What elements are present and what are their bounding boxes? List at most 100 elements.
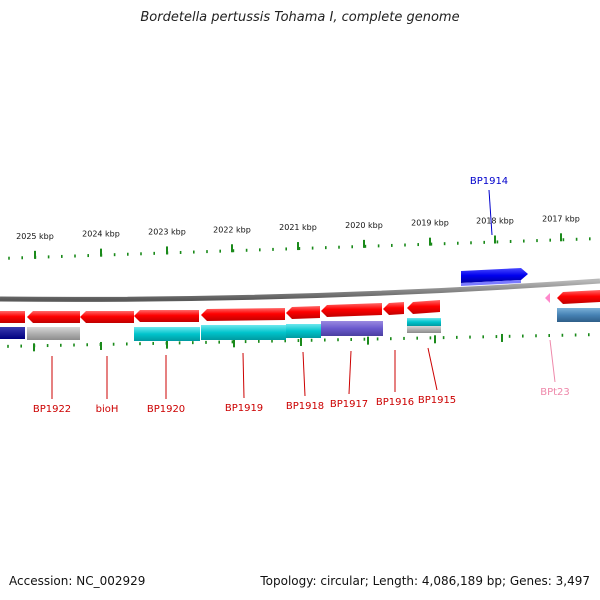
gene-label-bp1917[interactable]: BP1917 [330, 399, 368, 410]
cds-bp1920-cyan[interactable] [134, 327, 200, 341]
lower-minor-tick [376, 337, 379, 341]
scale-major-tick [100, 248, 102, 257]
trna-marker-bpt23[interactable] [545, 293, 550, 303]
scale-minor-tick [575, 237, 578, 241]
lower-minor-tick [112, 342, 115, 346]
accession-text: Accession: NC_002929 [9, 574, 146, 588]
lower-minor-tick [7, 344, 9, 348]
gene-label-bioh[interactable]: bioH [96, 404, 119, 415]
scale-label: 2019 kbp [411, 219, 449, 228]
lower-minor-tick [73, 343, 75, 347]
scale-major-tick [297, 242, 299, 251]
cds-bp1919-cyan[interactable] [201, 325, 286, 340]
scale-major-tick [363, 239, 365, 248]
scale-minor-tick [127, 252, 129, 256]
scale-minor-tick [338, 245, 340, 249]
scale-major-tick [231, 244, 233, 253]
scale-minor-tick [351, 245, 353, 249]
gene-arrow-bp1919[interactable] [201, 308, 285, 321]
scale-label: 2021 kbp [279, 223, 317, 232]
scale-minor-tick [536, 239, 538, 243]
label-leader-line [427, 347, 438, 391]
lower-minor-tick [152, 341, 154, 345]
scale-label: 2017 kbp [542, 214, 580, 223]
lower-minor-tick [456, 335, 458, 339]
cds-bp1917-purple[interactable] [321, 321, 383, 336]
gene-label-bp1919[interactable]: BP1919 [225, 403, 263, 414]
gene-label-bp1922[interactable]: BP1922 [33, 404, 71, 415]
lower-minor-tick [561, 333, 564, 337]
scale-major-tick [34, 250, 36, 259]
lower-minor-tick [192, 341, 194, 345]
scale-minor-tick [311, 246, 314, 250]
cds-bp1922-navy[interactable] [0, 327, 25, 339]
gene-arrow-bp1920[interactable] [134, 310, 199, 322]
lower-minor-tick [390, 337, 392, 341]
scale-minor-tick [298, 247, 301, 251]
gene-arrow-biohb[interactable] [80, 311, 134, 323]
gene-label-bpt23[interactable]: BPt23 [540, 387, 570, 398]
gene-label-bp1915[interactable]: BP1915 [418, 395, 456, 406]
lower-minor-tick [46, 344, 49, 348]
gene-arrow-bp1922b[interactable] [27, 311, 80, 323]
cds-bp1918-cyan[interactable] [286, 324, 321, 338]
lower-minor-tick [86, 343, 88, 347]
scale-label: 2020 kbp [345, 221, 383, 230]
cds-bp1922-gray[interactable] [27, 327, 80, 340]
scale-minor-tick [417, 243, 419, 247]
lower-minor-tick [574, 333, 577, 337]
scale-label: 2022 kbp [213, 225, 251, 234]
label-leader-line [549, 339, 556, 383]
lower-minor-tick [363, 337, 366, 341]
lower-minor-tick [178, 341, 181, 345]
gene-arrow-right-edge[interactable] [557, 290, 600, 304]
scale-label: 2024 kbp [82, 230, 120, 239]
scale-minor-tick [219, 249, 221, 253]
lower-minor-tick [350, 337, 352, 341]
lower-major-tick [233, 339, 235, 348]
lower-major-tick [33, 343, 35, 352]
gene-label-bp1916[interactable]: BP1916 [376, 397, 414, 408]
label-leader-line [242, 352, 245, 399]
lower-minor-tick [310, 338, 313, 342]
gene-arrow-bp1916[interactable] [383, 302, 404, 315]
lower-minor-tick [231, 340, 234, 344]
cds-bp1915-cyan[interactable] [407, 318, 441, 326]
lower-minor-tick [522, 334, 524, 338]
gene-label-bp1918[interactable]: BP1918 [286, 401, 324, 412]
gene-label-bp1920[interactable]: BP1920 [147, 404, 185, 415]
lower-minor-tick [495, 335, 498, 339]
cds-right-steel[interactable] [557, 308, 600, 322]
gene-label-bp1914[interactable]: BP1914 [470, 176, 508, 187]
lower-minor-tick [403, 336, 405, 340]
lower-minor-tick [508, 334, 511, 338]
lower-minor-tick [284, 339, 286, 343]
lower-minor-tick [258, 339, 260, 343]
lower-minor-tick [535, 334, 537, 338]
gene-arrow-bp1922[interactable] [0, 311, 25, 323]
lower-minor-tick [324, 338, 326, 342]
scale-minor-tick [430, 242, 433, 246]
lower-minor-tick [588, 333, 590, 337]
gene-arrow-bp1917[interactable] [321, 303, 382, 317]
gene-labels: BP1922 bioH BP1920 BP1919 BP1918 BP1917 BP1916… [33, 176, 570, 415]
genome-summary-text: Topology: circular; Length: 4,086,189 bp… [260, 574, 590, 588]
lower-minor-tick [205, 340, 207, 344]
cds-bp1915-gray[interactable] [407, 326, 441, 333]
lower-major-tick [100, 341, 102, 350]
scale-minor-tick [245, 248, 248, 252]
scale-minor-tick [113, 253, 116, 257]
lower-minor-tick [469, 335, 471, 339]
lower-minor-tick [416, 336, 418, 340]
scale-minor-tick [61, 254, 63, 258]
gene-arrow-bp1918[interactable] [286, 306, 320, 319]
lower-major-tick [166, 340, 168, 349]
scale-minor-tick [496, 240, 499, 244]
lower-major-tick [300, 337, 302, 346]
gene-arrow-bp1915[interactable] [407, 300, 440, 314]
scale-minor-tick [206, 250, 208, 254]
gene-arrow-bp1914[interactable] [461, 268, 528, 283]
scale-minor-tick [325, 246, 327, 250]
scale-minor-tick [404, 243, 406, 247]
